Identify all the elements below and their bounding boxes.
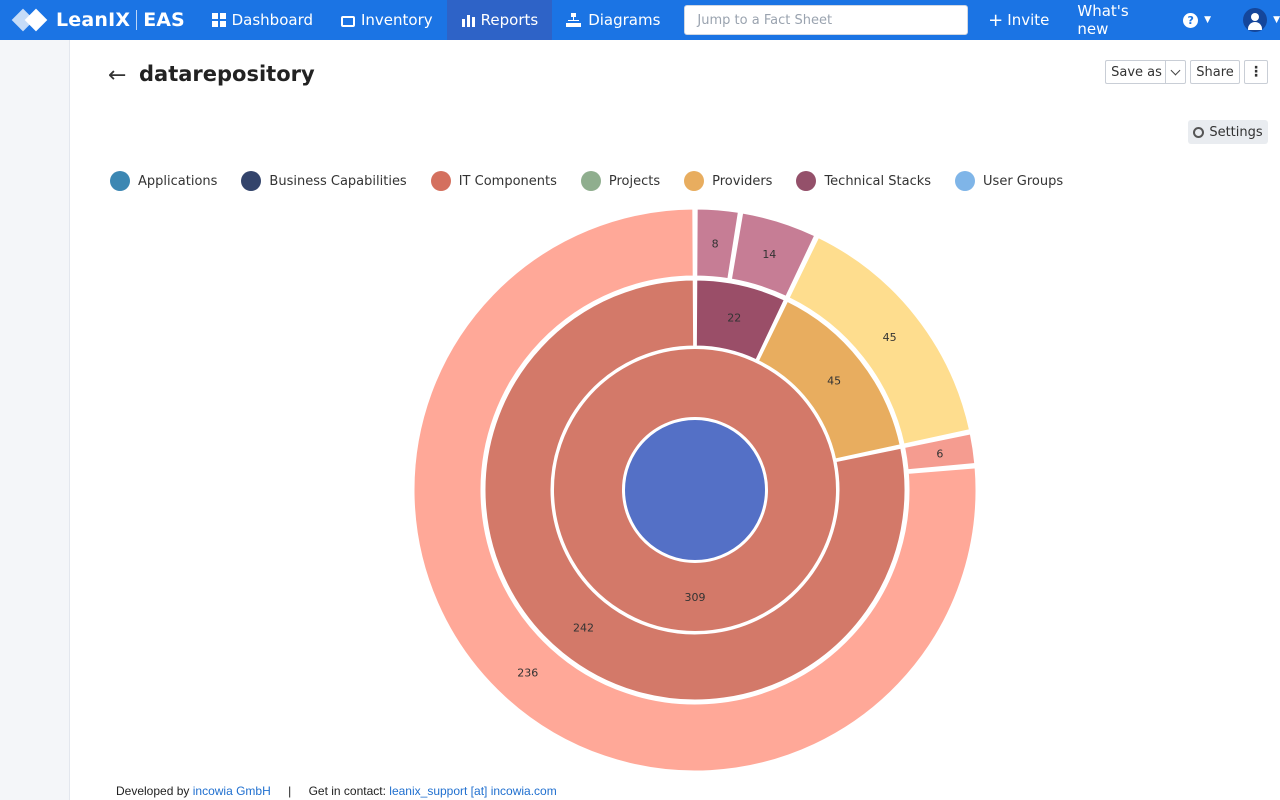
leanix-logo-icon xyxy=(11,8,52,32)
legend-dot xyxy=(241,171,262,191)
nav-dashboard-label: Dashboard xyxy=(231,11,313,29)
invite-button[interactable]: + Invite xyxy=(974,0,1063,40)
caret-down-icon: ▼ xyxy=(1273,15,1280,25)
back-arrow-icon[interactable]: ← xyxy=(108,63,127,88)
help-question-icon: ? xyxy=(1183,12,1199,28)
sunburst-segment-l3-3[interactable] xyxy=(729,211,817,298)
legend-label: Business Capabilities xyxy=(269,173,407,189)
nav-diagrams[interactable]: Diagrams xyxy=(552,0,674,40)
sunburst-segment-l3-2[interactable] xyxy=(787,235,972,446)
fact-sheet-search-input[interactable]: Jump to a Fact Sheet xyxy=(684,5,969,35)
left-sidebar xyxy=(0,40,70,800)
sunburst-segment-l2-2[interactable] xyxy=(694,278,786,362)
save-as-dropdown-button[interactable] xyxy=(1165,60,1186,84)
footer-contact-link[interactable]: leanix_support [at] incowia.com xyxy=(389,784,557,798)
legend-label: Technical Stacks xyxy=(824,173,932,189)
sunburst-segment-l3-0[interactable] xyxy=(412,207,978,773)
save-as-button[interactable]: Save as xyxy=(1105,60,1167,84)
gear-icon xyxy=(1193,126,1205,138)
legend-item-providers[interactable]: Providers xyxy=(684,171,772,191)
dashboard-grid-icon xyxy=(211,13,226,27)
caret-down-icon: ▼ xyxy=(1204,15,1212,25)
nav-reports[interactable]: Reports xyxy=(446,0,553,40)
legend-dot xyxy=(580,171,601,191)
legend-dot xyxy=(955,171,976,191)
whats-new-link[interactable]: What's new xyxy=(1077,2,1129,38)
footer-company-link[interactable]: incowia GmbH xyxy=(192,784,271,798)
brand-name: LeanIX xyxy=(56,9,131,31)
sunburst-segment-l2-1[interactable] xyxy=(756,299,902,461)
more-options-button[interactable]: ⋮ xyxy=(1244,60,1268,84)
legend-label: Applications xyxy=(138,173,218,189)
sunburst-segment-l2-0[interactable] xyxy=(483,278,907,702)
plus-icon: + xyxy=(988,9,1004,31)
top-nav-bar: LeanIX EAS Dashboard Inventory Reports D… xyxy=(0,0,1280,40)
product-name: EAS xyxy=(143,9,185,31)
invite-label: Invite xyxy=(1007,11,1050,29)
nav-dashboard[interactable]: Dashboard xyxy=(198,0,327,40)
legend-item-applications[interactable]: Applications xyxy=(110,171,217,191)
legend-item-technical-stacks[interactable]: Technical Stacks xyxy=(796,171,931,191)
legend-item-business-capabilities[interactable]: Business Capabilities xyxy=(241,171,407,191)
nav-diagrams-label: Diagrams xyxy=(588,11,661,29)
legend-label: Providers xyxy=(712,173,773,189)
sunburst-center[interactable] xyxy=(623,418,767,562)
legend-item-user-groups[interactable]: User Groups xyxy=(955,171,1063,191)
sunburst-segment-l3-1[interactable] xyxy=(903,432,977,472)
brand-divider xyxy=(136,10,138,30)
brand-logo-link[interactable]: LeanIX EAS xyxy=(0,0,198,40)
sunburst-segment-l1-0[interactable] xyxy=(552,347,838,633)
user-menu-button[interactable]: ▼ xyxy=(1243,8,1280,32)
share-button[interactable]: Share xyxy=(1190,60,1240,84)
settings-button[interactable]: Settings xyxy=(1188,120,1268,144)
legend-label: Projects xyxy=(608,173,661,189)
nav-reports-label: Reports xyxy=(480,11,539,29)
footer: Developed by incowia GmbH | Get in conta… xyxy=(116,784,557,798)
sunburst-segment-l3-4[interactable] xyxy=(695,207,740,281)
bar-chart-icon xyxy=(460,13,475,27)
settings-label: Settings xyxy=(1209,124,1263,140)
diagram-tree-icon xyxy=(566,13,583,27)
nav-inventory-label: Inventory xyxy=(361,11,433,29)
chevron-down-icon xyxy=(1170,65,1181,75)
legend-label: IT Components xyxy=(458,173,557,189)
legend-dot xyxy=(430,171,451,191)
footer-developed-by: Developed by xyxy=(116,784,190,798)
legend-label: User Groups xyxy=(983,173,1064,189)
inventory-box-icon xyxy=(341,15,355,27)
chart-legend: Applications Business Capabilities IT Co… xyxy=(110,171,1087,191)
legend-dot xyxy=(796,171,817,191)
legend-item-projects[interactable]: Projects xyxy=(580,171,661,191)
page-title: datarepository xyxy=(139,62,315,86)
footer-contact-label: Get in contact: xyxy=(308,784,386,798)
legend-dot xyxy=(684,171,705,191)
help-menu-button[interactable]: ? ▼ xyxy=(1183,12,1212,28)
legend-item-it-components[interactable]: IT Components xyxy=(430,171,557,191)
legend-dot xyxy=(110,171,130,191)
nav-inventory[interactable]: Inventory xyxy=(327,0,447,40)
user-avatar-icon xyxy=(1243,8,1268,32)
footer-separator: | xyxy=(288,784,292,798)
